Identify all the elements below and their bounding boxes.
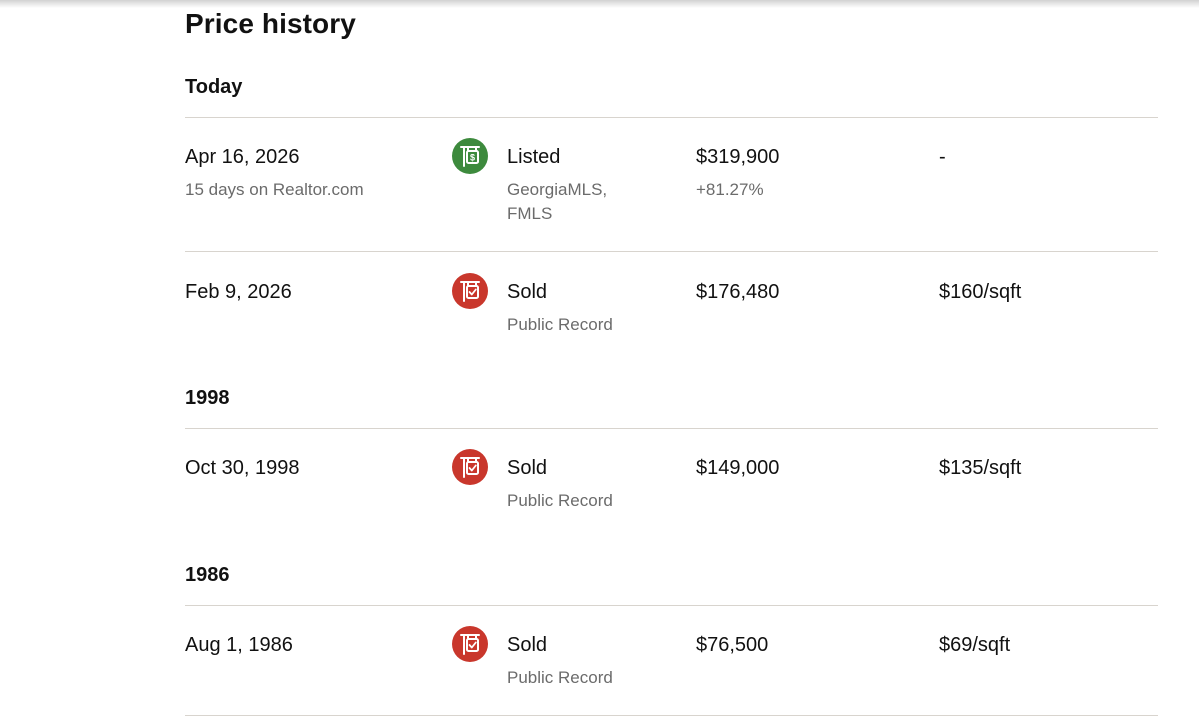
sold-sign-icon <box>452 449 488 485</box>
section-title: Price history <box>185 8 356 39</box>
price-per-sqft-cell: $160/sqft <box>939 281 1139 303</box>
event-cell: Sold Public Record <box>507 457 667 513</box>
group-label-1986: 1986 <box>185 564 230 586</box>
event-source: Public Record <box>507 315 613 334</box>
price-per-sqft: $69/sqft <box>939 634 1011 656</box>
event-price: $149,000 <box>696 457 780 479</box>
divider <box>185 251 1158 252</box>
svg-text:$: $ <box>470 153 475 163</box>
event-source-line: GeorgiaMLS, <box>507 180 608 199</box>
date-cell: Apr 16, 2026 15 days on Realtor.com <box>185 146 435 202</box>
date-cell: Oct 30, 1998 <box>185 457 435 479</box>
event-source: Public Record <box>507 491 613 510</box>
price-per-sqft: - <box>939 146 946 168</box>
price-cell: $76,500 <box>696 634 896 656</box>
divider <box>185 715 1158 716</box>
price-cell: $149,000 <box>696 457 896 479</box>
divider <box>185 117 1158 118</box>
event-cell: Sold Public Record <box>507 634 667 690</box>
price-per-sqft-cell: $69/sqft <box>939 634 1139 656</box>
sold-sign-icon <box>452 273 488 309</box>
group-label-1998: 1998 <box>185 387 230 409</box>
event-cell: Listed GeorgiaMLS, FMLS <box>507 146 667 226</box>
price-per-sqft: $135/sqft <box>939 457 1022 479</box>
event-type: Sold <box>507 457 548 479</box>
date-cell: Aug 1, 1986 <box>185 634 435 656</box>
event-date: Apr 16, 2026 <box>185 146 300 168</box>
price-per-sqft: $160/sqft <box>939 281 1022 303</box>
event-price: $76,500 <box>696 634 769 656</box>
event-type: Sold <box>507 634 548 656</box>
event-price: $176,480 <box>696 281 780 303</box>
price-change: +81.27% <box>696 180 764 199</box>
divider <box>185 428 1158 429</box>
price-per-sqft-cell: - <box>939 146 1139 168</box>
event-cell: Sold Public Record <box>507 281 667 337</box>
event-source: Public Record <box>507 668 613 687</box>
event-date: Feb 9, 2026 <box>185 281 292 303</box>
price-cell: $176,480 <box>696 281 896 303</box>
group-label-today: Today <box>185 76 243 98</box>
listing-sign-icon: $ <box>452 138 488 174</box>
event-source-line: FMLS <box>507 204 553 223</box>
sold-sign-icon <box>452 626 488 662</box>
event-type: Listed <box>507 146 561 168</box>
price-cell: $319,900 +81.27% <box>696 146 896 202</box>
event-date: Oct 30, 1998 <box>185 457 300 479</box>
date-cell: Feb 9, 2026 <box>185 281 435 303</box>
event-price: $319,900 <box>696 146 780 168</box>
price-per-sqft-cell: $135/sqft <box>939 457 1139 479</box>
event-type: Sold <box>507 281 548 303</box>
event-source: GeorgiaMLS, FMLS <box>507 178 667 226</box>
days-on-site: 15 days on Realtor.com <box>185 180 364 199</box>
header-shadow <box>0 0 1199 8</box>
divider <box>185 605 1158 606</box>
event-date: Aug 1, 1986 <box>185 634 293 656</box>
